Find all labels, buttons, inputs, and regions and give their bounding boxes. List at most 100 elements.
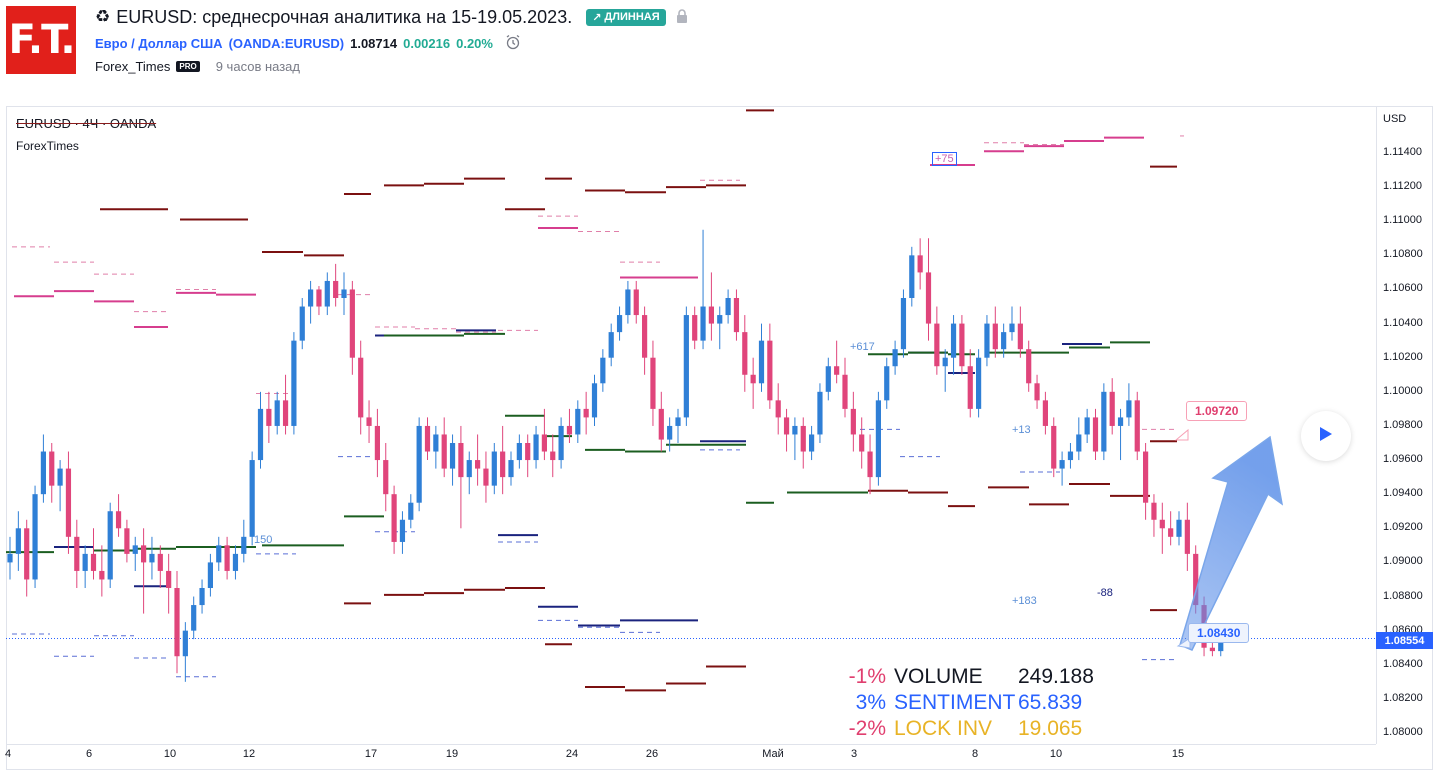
price-axis-tick-label: 1.08400: [1383, 657, 1423, 670]
candle-body: [892, 349, 898, 367]
candle-body: [642, 315, 648, 358]
time-axis-tick-label: 24: [565, 748, 579, 760]
candle-body: [625, 289, 631, 316]
chart-indicator-label: ForexTimes: [16, 139, 79, 153]
stat-name: SENTIMENT: [894, 691, 1016, 714]
candle-body: [809, 434, 815, 452]
candle-body: [842, 374, 848, 409]
symbol-ticker-link[interactable]: (OANDA:EURUSD): [228, 35, 345, 51]
candle-body: [742, 332, 748, 375]
candle-body: [441, 434, 447, 469]
candle-body: [600, 357, 606, 384]
candle-body: [1109, 391, 1115, 426]
candle-body: [249, 460, 255, 537]
author-logo[interactable]: F.T.: [6, 6, 76, 74]
symbol-change: 0.00216: [403, 35, 451, 51]
candle-body: [976, 357, 982, 409]
chart-frame[interactable]: [6, 106, 1433, 770]
candle-body: [216, 545, 222, 563]
candle-body: [575, 408, 581, 435]
forecast-arrow: [1179, 435, 1284, 651]
candle-body: [149, 553, 155, 563]
candle-body: [1067, 451, 1074, 461]
direction-badge: ↗ ДЛИННАЯ: [586, 8, 666, 26]
price-axis-tick-label: 1.08200: [1383, 691, 1423, 704]
stat-name: VOLUME: [894, 665, 983, 688]
candle-body: [107, 511, 113, 580]
candle-body: [1101, 391, 1107, 452]
candle-body: [207, 562, 213, 588]
logo-text: F.T.: [8, 17, 75, 63]
candle-body: [1126, 400, 1132, 418]
symbol-change-pct: 0.20%: [456, 35, 493, 51]
candle-body: [708, 306, 714, 324]
candle-body: [132, 545, 138, 554]
candle-body: [157, 553, 163, 571]
candle-body: [658, 408, 664, 440]
current-price-callout: 1.08430: [1188, 623, 1250, 643]
candle-body: [1042, 400, 1048, 426]
candle-body: [40, 451, 46, 495]
candle-body: [324, 280, 330, 307]
candle-body: [1209, 647, 1215, 652]
annotation-note: +183: [1012, 595, 1037, 607]
candle-body: [74, 536, 80, 571]
candle-body: [1092, 417, 1099, 452]
symbol-price: 1.08714: [350, 35, 398, 51]
idea-title-row: ♻ EURUSD: среднесрочная аналитика на 15-…: [95, 6, 688, 28]
author-name-link[interactable]: Forex_Times: [95, 58, 171, 74]
candle-body: [558, 425, 564, 461]
candle-body: [115, 511, 122, 529]
candle-body: [408, 502, 414, 520]
candle-body: [32, 494, 38, 580]
time-axis-tick-label: 17: [364, 748, 378, 760]
candle-body: [934, 323, 940, 367]
candle-body: [733, 298, 740, 333]
candle-body: [466, 460, 472, 478]
candle-body: [358, 357, 364, 418]
candle-body: [191, 605, 197, 631]
price-axis-tick-label: 1.09800: [1383, 418, 1423, 431]
candle-body: [291, 340, 297, 426]
direction-label: ДЛИННАЯ: [604, 11, 660, 23]
candle-body: [232, 553, 239, 571]
price-axis-tick-label: 1.11000: [1383, 214, 1422, 227]
price-axis-tick-label: 1.09200: [1383, 521, 1423, 534]
candle-body: [1151, 502, 1157, 520]
candle-body: [341, 289, 347, 298]
price-axis-tick-label: 1.11400: [1383, 146, 1422, 158]
price-axis-currency: USD: [1383, 113, 1407, 125]
price-axis[interactable]: [1376, 106, 1433, 744]
candle-body: [1143, 451, 1149, 503]
candle-body: [1117, 417, 1124, 426]
price-axis-tick-label: 1.11200: [1383, 180, 1422, 193]
candle-body: [1184, 519, 1190, 554]
candle-body: [825, 366, 831, 392]
candle-body: [967, 366, 973, 409]
time-axis-tick-label: 10: [1049, 748, 1063, 760]
lock-icon: [676, 8, 688, 26]
candle-body: [792, 425, 798, 435]
candle-body: [566, 425, 573, 435]
play-idea-button[interactable]: [1301, 411, 1351, 461]
candle-body: [1017, 323, 1023, 350]
time-axis-tick-label: 15: [1171, 748, 1185, 760]
candle-body: [616, 315, 623, 333]
idea-title: EURUSD: среднесрочная аналитика на 15-19…: [116, 6, 573, 27]
price-axis-tick-label: 1.10600: [1383, 282, 1423, 295]
price-axis-tick-label: 1.08000: [1383, 726, 1423, 738]
alarm-clock-icon[interactable]: [505, 34, 521, 53]
stat-value: 249.188: [1018, 665, 1094, 688]
candle-body: [57, 468, 63, 486]
time-axis[interactable]: [6, 744, 1376, 745]
stats-overlay: -1% VOLUME 249.188 3% SENTIMENT 65.839 -…: [820, 664, 1094, 742]
time-axis-tick-label: 6: [85, 748, 93, 760]
candle-body: [433, 434, 439, 452]
stat-value: 65.839: [1018, 691, 1083, 714]
stat-name: LOCK INV: [894, 717, 993, 740]
stat-pct: -2%: [848, 717, 886, 740]
candle-body: [875, 400, 881, 478]
candle-body: [984, 323, 990, 358]
symbol-name-link[interactable]: Евро / Доллар США: [95, 35, 223, 51]
